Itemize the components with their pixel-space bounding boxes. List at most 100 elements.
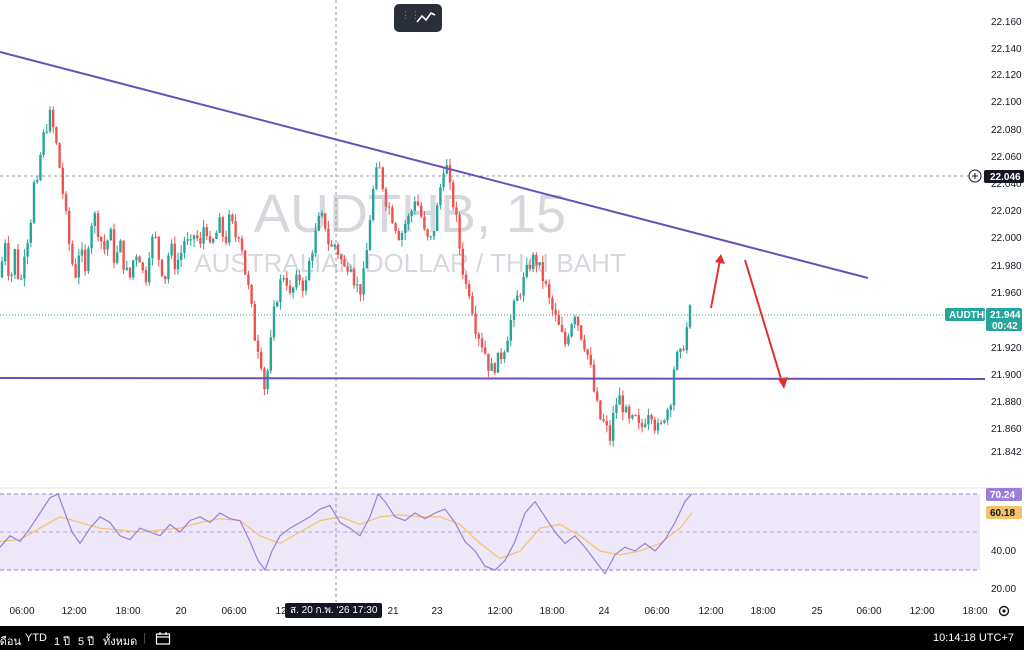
candle-body xyxy=(52,109,55,128)
line-chart-icon[interactable] xyxy=(416,10,436,26)
candle-body xyxy=(170,243,173,256)
candle-body xyxy=(196,235,199,239)
gear-icon[interactable] xyxy=(997,604,1011,618)
candle-body xyxy=(554,309,557,316)
range-1y[interactable]: 1 ปี xyxy=(54,636,71,648)
rsi-line xyxy=(0,492,693,575)
price-axis[interactable]: 22.160 22.140 22.120 22.100 22.080 22.060 22.0… xyxy=(991,17,1022,458)
candle-body xyxy=(324,213,327,229)
candle-body xyxy=(336,244,340,255)
candle-body xyxy=(39,154,42,181)
candle-body xyxy=(602,419,605,422)
candle-body xyxy=(125,267,128,270)
candle-body xyxy=(532,254,535,270)
candle-body xyxy=(381,167,384,189)
candle-body xyxy=(205,227,208,237)
watermark-symbol: AUDTHB, 15 xyxy=(254,184,566,244)
candle-body xyxy=(317,215,320,231)
time-tick-label: 12 xyxy=(275,606,287,617)
candle-body xyxy=(560,324,564,332)
candle-body xyxy=(458,214,461,249)
support-line[interactable] xyxy=(0,377,986,380)
range-ytd[interactable]: YTD xyxy=(25,632,47,644)
range-5y[interactable]: 5 ปี xyxy=(78,636,95,648)
candle-body xyxy=(672,369,676,406)
crosshair-time-label: ส. 20 ก.พ. '26 17:30 xyxy=(285,603,383,618)
candle-body xyxy=(624,406,628,413)
candle-body xyxy=(682,348,685,351)
candle-body xyxy=(295,274,298,288)
candle-body xyxy=(13,249,16,275)
candle-body xyxy=(164,275,167,280)
drag-handle-icon[interactable]: ⋮⋮ xyxy=(401,10,421,20)
candle-body xyxy=(541,262,544,282)
candle-body xyxy=(352,269,356,286)
candle-body xyxy=(612,413,615,441)
time-tick-label: 06:00 xyxy=(221,606,246,617)
price-tick-label: 22.080 xyxy=(991,125,1022,136)
candle-body xyxy=(493,363,496,373)
candle-body xyxy=(621,395,624,413)
candle-body xyxy=(42,132,45,155)
price-tick-label: 21.860 xyxy=(991,424,1022,435)
candle-body xyxy=(365,250,368,269)
candle-body xyxy=(404,223,407,234)
candle-body xyxy=(173,243,176,270)
candle-body xyxy=(87,248,90,272)
candle-body xyxy=(439,187,442,206)
price-tick-label: 22.160 xyxy=(991,17,1022,28)
candle-body xyxy=(685,327,688,351)
candle-body xyxy=(391,207,394,224)
candle-body xyxy=(180,252,183,260)
candle-body xyxy=(119,240,122,253)
candle-body xyxy=(372,188,375,220)
time-tick-label: 12:00 xyxy=(487,606,512,617)
candle-body xyxy=(36,180,39,183)
time-tick-label: 12:00 xyxy=(698,606,723,617)
candle-body xyxy=(132,260,135,278)
candle-body xyxy=(538,262,541,265)
candle-body xyxy=(570,324,573,337)
time-tick-label: 18:00 xyxy=(750,606,775,617)
candle-body xyxy=(669,405,672,410)
drawing-toolbar[interactable]: ⋮⋮ xyxy=(394,4,442,32)
candle-body xyxy=(218,217,221,233)
candle-body xyxy=(500,352,503,360)
descending-trendline[interactable] xyxy=(0,51,869,279)
watermark-name: AUSTRALIAN DOLLAR / THAI BAHT xyxy=(194,248,626,278)
candle-body xyxy=(548,283,551,298)
candle-body xyxy=(288,285,292,293)
candle-body xyxy=(151,236,154,259)
candle-body xyxy=(442,173,445,188)
candle-body xyxy=(224,236,228,243)
time-tick-label: 12:00 xyxy=(909,606,934,617)
candle-body xyxy=(269,337,272,371)
candle-body xyxy=(679,348,682,352)
chart-canvas[interactable]: AUDTHB, 15 AUSTRALIAN DOLLAR / THAI BAHT… xyxy=(0,0,1024,626)
range-all[interactable]: ทั้งหมด xyxy=(103,636,138,648)
candle-body xyxy=(58,143,61,168)
candle-body xyxy=(192,235,196,240)
candles-group xyxy=(0,106,692,447)
candle-body xyxy=(384,188,388,207)
candle-body xyxy=(314,230,317,254)
candle-body xyxy=(474,313,477,334)
candle-body xyxy=(528,264,532,270)
range-month[interactable]: เดือน xyxy=(0,636,22,648)
candle-body xyxy=(432,231,436,237)
candle-body xyxy=(452,182,455,208)
candle-body xyxy=(400,233,404,241)
candle-body xyxy=(397,230,400,241)
candle-body xyxy=(16,249,20,279)
down-arrow-line xyxy=(744,259,783,383)
candle-body xyxy=(410,210,413,217)
candle-body xyxy=(506,340,509,353)
rsi-axis[interactable]: 40.00 20.00 xyxy=(991,546,1016,595)
calendar-icon[interactable] xyxy=(155,631,171,645)
candle-body xyxy=(154,236,157,238)
time-axis[interactable]: 06:00 12:00 18:00 20 06:00 12 21 23 12:00 18:00 24… xyxy=(9,606,987,617)
candle-body xyxy=(240,238,244,251)
candle-body xyxy=(644,424,647,427)
candle-body xyxy=(237,237,240,239)
price-tick-label: 22.000 xyxy=(991,233,1022,244)
